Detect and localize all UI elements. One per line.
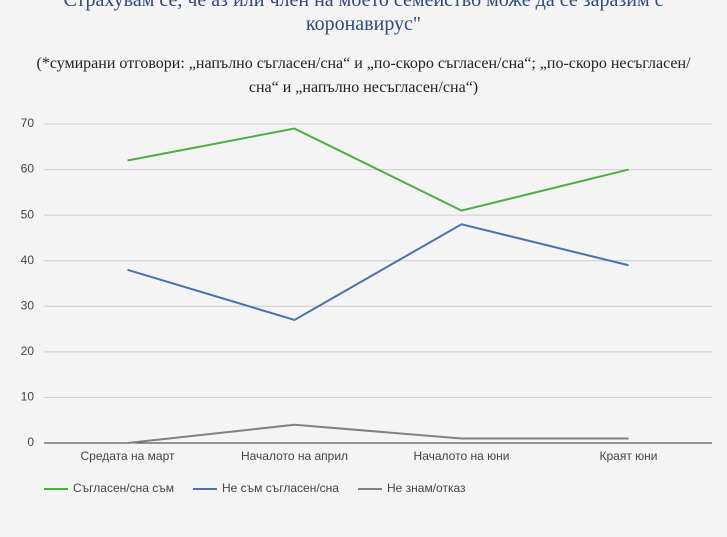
y-tick-label: 50 [21,207,35,221]
x-tick-label: Краят юни [600,449,658,463]
chart-subtitle: (*сумирани отговори: „напълно съгласен/с… [36,55,691,96]
y-tick-label: 40 [21,253,35,267]
x-tick-label: Началото на юни [414,449,510,463]
y-tick-label: 0 [27,435,34,449]
legend-label: Не знам/отказ [387,481,466,495]
y-tick-label: 10 [21,390,35,404]
y-tick-label: 70 [21,116,35,130]
series-line [127,223,629,322]
x-tick-label: Средата на март [81,449,176,463]
y-tick-label: 30 [21,298,35,312]
x-tick-label: Началото на април [241,449,348,463]
series-line [127,127,629,212]
legend-label: Съгласен/сна съм [73,481,174,495]
chart-title: Страхувам се, че аз или член на моето се… [63,0,664,35]
y-tick-label: 60 [21,162,35,176]
series-line [127,423,629,444]
legend-label: Не съм съгласен/сна [222,481,339,495]
y-tick-label: 20 [21,344,35,358]
